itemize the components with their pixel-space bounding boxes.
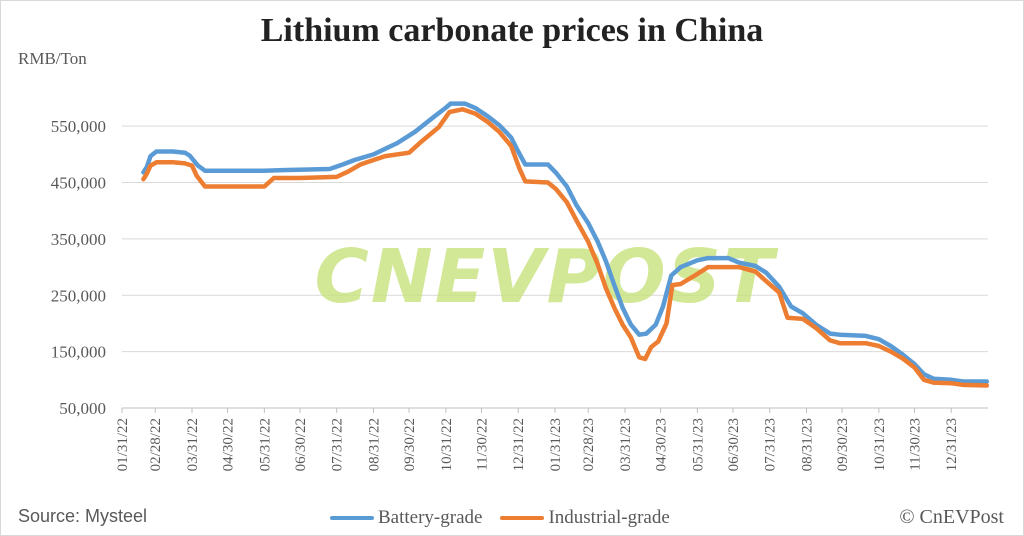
y-tick-label: 450,000 xyxy=(51,174,106,193)
x-tick-label: 01/31/23 xyxy=(548,418,564,471)
y-tick-label: 50,000 xyxy=(59,399,106,418)
x-tick-label: 11/30/23 xyxy=(907,418,923,471)
x-tick-label: 11/30/22 xyxy=(474,418,490,471)
chart-title: Lithium carbonate prices in China xyxy=(260,12,764,49)
series-line-industrial-grade xyxy=(141,107,990,388)
x-tick-label: 12/31/22 xyxy=(511,418,527,471)
x-tick-label: 04/30/22 xyxy=(221,418,237,471)
series-lines xyxy=(141,101,990,388)
x-tick-label: 08/31/22 xyxy=(366,418,382,471)
legend-label-battery: Battery-grade xyxy=(378,507,483,528)
x-tick-label: 09/30/22 xyxy=(402,418,418,471)
x-tick-label: 07/31/23 xyxy=(763,418,779,471)
x-tick-label: 07/31/22 xyxy=(330,418,346,471)
y-tick-label: 150,000 xyxy=(51,343,106,362)
x-tick-label: 05/31/22 xyxy=(257,418,273,471)
y-tick-label: 550,000 xyxy=(51,117,106,136)
legend-label-industrial: Industrial-grade xyxy=(548,507,670,528)
source-note: Source: Mysteel xyxy=(18,506,148,526)
watermark: CNEVPOST xyxy=(315,234,779,320)
x-tick-label: 06/30/23 xyxy=(726,418,742,471)
x-tick-label: 05/31/23 xyxy=(690,418,706,471)
x-axis: 01/31/22 02/28/22 03/31/22 04/30/22 05/31/22… xyxy=(115,407,988,471)
x-tick-label: 03/31/23 xyxy=(618,418,634,471)
y-tick-label: 350,000 xyxy=(51,230,106,249)
x-tick-label: 10/31/22 xyxy=(439,418,455,471)
x-tick-label: 02/28/22 xyxy=(148,418,164,471)
x-tick-label: 03/31/22 xyxy=(185,418,201,471)
copyright-note: © CnEVPost xyxy=(899,506,1004,528)
x-tick-label: 10/31/23 xyxy=(872,418,888,471)
legend: Battery-grade Industrial-grade xyxy=(330,506,688,530)
x-tick-label: 04/30/23 xyxy=(654,418,670,471)
legend-item-industrial: Industrial-grade xyxy=(500,507,670,529)
series-line-battery-grade xyxy=(141,101,990,384)
x-tick-label: 01/31/22 xyxy=(115,418,131,471)
y-axis-unit: RMB/Ton xyxy=(18,49,87,68)
x-tick-label: 12/31/23 xyxy=(944,418,960,471)
x-tick-label: 08/31/23 xyxy=(799,418,815,471)
x-tick-label: 06/30/22 xyxy=(293,418,309,471)
legend-item-battery: Battery-grade xyxy=(330,507,482,529)
legend-swatch-industrial xyxy=(500,516,545,520)
legend-swatch-battery xyxy=(330,516,374,520)
y-axis-ticks: 50,000 150,000 250,000 350,000 450,000 550,00… xyxy=(51,117,106,418)
y-tick-label: 250,000 xyxy=(51,286,106,305)
x-tick-label: 09/30/23 xyxy=(835,418,851,471)
x-tick-label: 02/28/23 xyxy=(581,418,597,471)
